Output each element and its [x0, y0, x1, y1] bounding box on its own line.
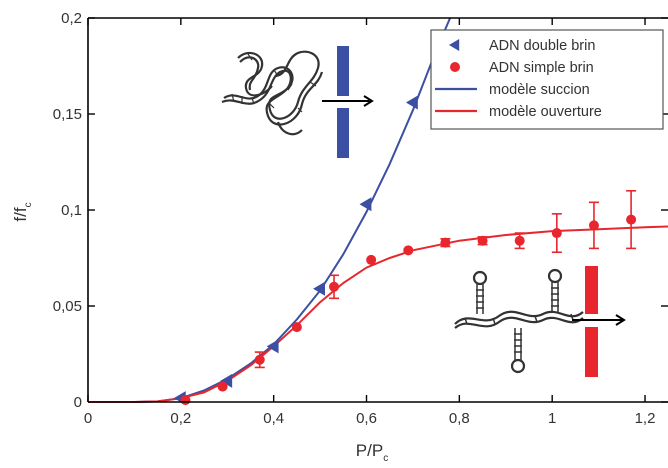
data-point-triangle — [220, 373, 233, 388]
legend-label-2: ADN simple brin — [489, 60, 594, 76]
y-axis-label: f/fc — [11, 202, 34, 221]
y-tick-label: 0,2 — [61, 10, 82, 27]
data-point-circle — [217, 381, 228, 392]
data-point-circle — [551, 228, 562, 239]
data-point-circle — [403, 245, 414, 256]
x-tick-label: 0,4 — [263, 410, 284, 427]
x-axis-label: P/Pc — [356, 441, 388, 464]
y-tick-label: 0,15 — [53, 106, 82, 123]
pore-top-blue — [337, 46, 349, 96]
legend-label-3: modèle succion — [489, 82, 590, 98]
x-tick-label: 1 — [548, 410, 556, 427]
pore-bottom-red — [585, 327, 598, 377]
arrow-right-icon — [322, 95, 374, 107]
x-tick-label: 1,2 — [635, 410, 656, 427]
x-tick-label: 0,8 — [449, 410, 470, 427]
pore-bottom-blue — [337, 108, 349, 158]
data-point-circle — [291, 322, 302, 333]
x-tick-label: 0 — [84, 410, 92, 427]
data-point-circle — [626, 214, 637, 225]
data-point-circle — [477, 235, 488, 246]
data-point-triangle — [313, 281, 325, 296]
data-point-circle — [366, 254, 377, 265]
single-strand-dna-illustration — [454, 268, 584, 374]
double-strand-dna-illustration — [221, 50, 324, 136]
data-point-circle — [254, 354, 265, 365]
legend-marker-circle — [450, 62, 460, 72]
pore-top-red — [585, 266, 598, 314]
x-tick-label: 0,2 — [170, 410, 191, 427]
legend-label-4: modèle ouverture — [489, 104, 602, 120]
y-tick-label: 0 — [74, 394, 82, 411]
data-point-circle — [440, 237, 451, 248]
y-tick-label: 0,05 — [53, 298, 82, 315]
y-tick-label: 0,1 — [61, 202, 82, 219]
data-points — [173, 95, 637, 406]
data-point-circle — [180, 395, 191, 406]
arrow-right-icon — [572, 314, 626, 326]
data-point-triangle — [405, 95, 418, 110]
legend: ADN double brin ADN simple brin modèle suc… — [430, 29, 664, 130]
legend-marker-triangle — [449, 39, 460, 51]
data-point-circle — [329, 281, 340, 292]
axis-labels: P/Pc f/fc — [11, 202, 388, 464]
data-point-triangle — [359, 197, 372, 212]
legend-label-1: ADN double brin — [489, 38, 595, 54]
data-point-circle — [514, 235, 525, 246]
data-point-triangle — [266, 339, 279, 354]
axes: 0 0,2 0,4 0,6 0,8 1 1,2 0 0,05 0,1 0,15 0,2 — [53, 10, 668, 427]
data-point-circle — [588, 220, 599, 231]
legend-box — [430, 29, 664, 130]
x-tick-label: 0,6 — [356, 410, 377, 427]
